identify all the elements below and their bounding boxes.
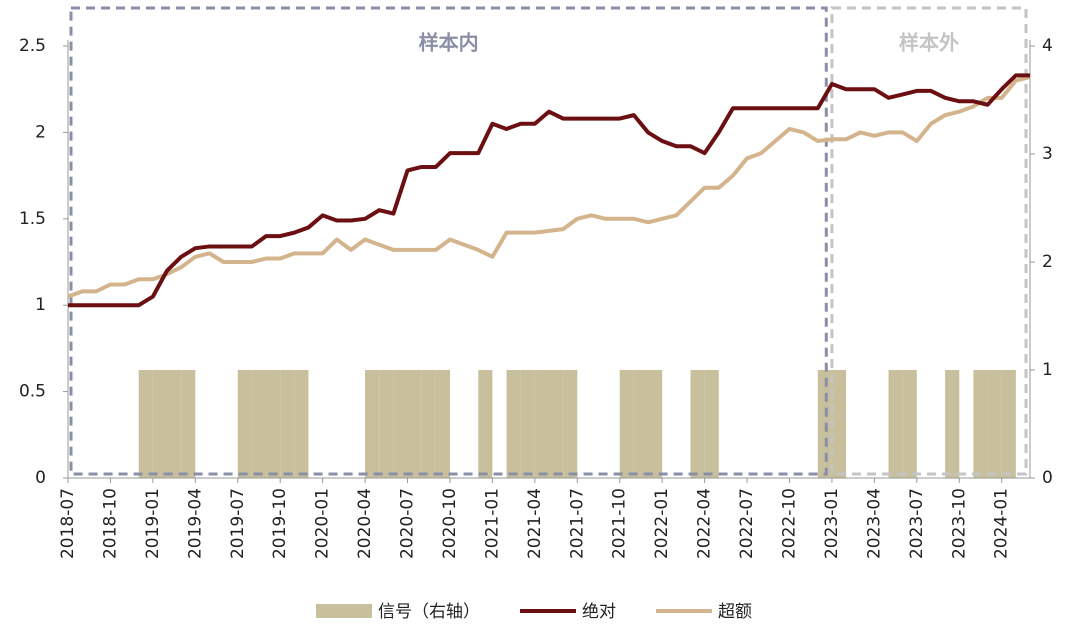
signal-bar xyxy=(987,370,1002,478)
x-tick-label: 2020-10 xyxy=(440,488,460,559)
signal-bar xyxy=(563,370,578,478)
signal-bar xyxy=(633,370,649,478)
signal-bar xyxy=(266,370,281,478)
x-tick-label: 2021-10 xyxy=(610,488,630,559)
x-tick-label: 2019-10 xyxy=(270,488,290,559)
signal-bar xyxy=(138,370,153,478)
signal-bar xyxy=(421,370,436,478)
x-tick-label: 2023-07 xyxy=(907,488,927,559)
legend-label: 信号（右轴） xyxy=(378,602,480,622)
y-tick-label: 0 xyxy=(35,468,46,488)
signal-bar xyxy=(704,370,719,478)
legend-item: 信号（右轴） xyxy=(316,602,480,622)
x-tick-label: 2019-07 xyxy=(228,488,248,559)
signal-bar xyxy=(251,370,267,478)
signal-bar xyxy=(831,370,847,478)
x-tick-label: 2018-10 xyxy=(100,488,120,559)
signal-bar xyxy=(407,370,422,478)
x-tick-label: 2022-07 xyxy=(737,488,757,559)
region-box xyxy=(830,6,1028,476)
y2-tick-label: 3 xyxy=(1042,144,1053,164)
signal-bar xyxy=(690,370,705,478)
signal-bar xyxy=(152,370,168,478)
legend-label: 绝对 xyxy=(582,602,616,622)
region-box xyxy=(69,6,828,476)
x-tick-label: 2020-01 xyxy=(313,488,333,559)
x-tick-label: 2019-04 xyxy=(185,488,205,559)
signal-bar xyxy=(549,370,564,478)
line xyxy=(68,73,1030,308)
x-tick-label: 2020-04 xyxy=(355,488,375,559)
y-tick-label: 1 xyxy=(35,295,46,315)
x-tick-label: 2022-01 xyxy=(652,488,672,559)
x-tick-label: 2022-04 xyxy=(695,488,715,559)
y2-tick-label: 4 xyxy=(1042,36,1053,56)
signal-bar xyxy=(619,370,634,478)
signal-bar xyxy=(1001,370,1016,478)
signal-bar xyxy=(379,370,394,478)
x-tick-label: 2021-04 xyxy=(525,488,545,559)
x-tick-label: 2020-07 xyxy=(398,488,418,559)
legend-label: 超额 xyxy=(718,602,752,622)
signal-bar xyxy=(393,370,408,478)
y2-tick-label: 1 xyxy=(1042,360,1053,380)
x-tick-label: 2023-10 xyxy=(949,488,969,559)
signal-bar xyxy=(973,370,988,478)
signal-bar xyxy=(435,370,450,478)
legend-item: 绝对 xyxy=(520,602,616,622)
x-tick-label: 2018-07 xyxy=(58,488,78,559)
region-label: 样本内 xyxy=(419,31,479,55)
signal-bar xyxy=(280,370,295,478)
y-tick-label: 2 xyxy=(35,122,46,142)
x-tick-label: 2019-01 xyxy=(143,488,163,559)
signal-bar xyxy=(294,370,309,478)
y-tick-label: 1.5 xyxy=(19,209,46,229)
y2-tick-label: 0 xyxy=(1042,468,1053,488)
signal-bar xyxy=(365,370,380,478)
y-tick-label: 0.5 xyxy=(19,382,46,402)
x-tick-label: 2024-01 xyxy=(992,488,1012,559)
legend-item: 超额 xyxy=(656,602,752,622)
x-tick-label: 2022-10 xyxy=(780,488,800,559)
y2-tick-label: 2 xyxy=(1042,252,1053,272)
signal-bar xyxy=(506,370,521,478)
x-tick-label: 2021-07 xyxy=(567,488,587,559)
y-tick-label: 2.5 xyxy=(19,36,46,56)
x-tick-label: 2021-01 xyxy=(482,488,502,559)
signal-bar xyxy=(478,370,493,478)
signal-bar xyxy=(888,370,903,478)
signal-bar xyxy=(167,370,182,478)
legend-swatch xyxy=(316,604,372,618)
signal-bar xyxy=(237,370,252,478)
region-label: 样本外 xyxy=(899,31,959,55)
signal-bar xyxy=(181,370,196,478)
signal-bar xyxy=(945,370,960,478)
x-tick-label: 2023-04 xyxy=(864,488,884,559)
line xyxy=(67,75,1031,299)
signal-bar xyxy=(534,370,549,478)
x-tick-label: 2023-01 xyxy=(822,488,842,559)
signal-bar xyxy=(520,370,535,478)
signal-bar xyxy=(902,370,917,478)
signal-bar xyxy=(648,370,663,478)
